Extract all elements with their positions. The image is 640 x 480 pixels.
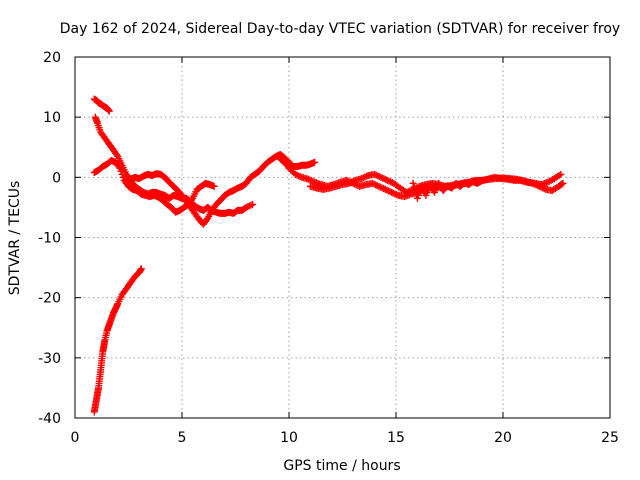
data-point — [244, 203, 252, 211]
data-point — [363, 172, 371, 180]
data-point — [372, 171, 380, 179]
data-point — [410, 183, 418, 191]
x-tick-label: 20 — [494, 430, 512, 446]
data-point — [347, 179, 355, 187]
data-point — [403, 188, 411, 196]
data-point — [389, 189, 397, 197]
data-point — [382, 176, 390, 184]
data-point — [307, 177, 315, 185]
data-point — [387, 178, 395, 186]
data-point — [361, 173, 369, 181]
y-tick-label: -20 — [38, 291, 61, 307]
data-point — [350, 177, 358, 185]
data-point — [386, 188, 394, 196]
series-track-g — [90, 265, 145, 416]
x-tick-label: 0 — [71, 430, 80, 446]
data-point — [374, 172, 382, 180]
data-point — [391, 190, 399, 198]
y-tick-label: -30 — [38, 351, 61, 367]
data-point — [380, 175, 388, 183]
data-point — [348, 178, 356, 186]
data-point — [210, 182, 218, 190]
data-point — [375, 173, 383, 181]
data-point — [359, 174, 367, 182]
x-tick-label: 5 — [178, 430, 187, 446]
data-point — [304, 175, 312, 183]
data-point — [385, 187, 393, 195]
x-tick-label: 25 — [601, 430, 619, 446]
y-tick-label: 0 — [52, 170, 61, 186]
data-point — [393, 191, 401, 199]
data-point — [368, 179, 376, 187]
data-point — [376, 183, 384, 191]
data-point — [296, 173, 304, 181]
data-point — [371, 170, 379, 178]
data-point — [404, 188, 412, 196]
data-point — [373, 182, 381, 190]
x-tick-label: 15 — [387, 430, 405, 446]
data-point — [247, 201, 255, 209]
data-point — [559, 179, 567, 187]
data-point — [358, 175, 366, 183]
data-point — [388, 188, 396, 196]
data-point — [345, 179, 353, 187]
data-point — [311, 158, 319, 166]
data-point — [309, 177, 317, 185]
data-series — [90, 95, 567, 416]
data-point — [478, 177, 486, 185]
data-point — [378, 184, 386, 192]
data-point — [381, 185, 389, 193]
series-track-d — [122, 150, 319, 228]
chart-title: Day 162 of 2024, Sidereal Day-to-day VTE… — [60, 21, 620, 37]
data-point — [409, 179, 417, 187]
data-point — [558, 180, 566, 188]
data-point — [242, 203, 250, 211]
data-point — [291, 170, 299, 178]
data-point — [113, 151, 121, 159]
data-point — [306, 176, 314, 184]
data-point — [383, 176, 391, 184]
data-point — [372, 181, 380, 189]
data-point — [557, 170, 565, 178]
series-track-h — [409, 177, 486, 202]
data-point — [379, 174, 387, 182]
data-point — [105, 107, 113, 115]
series-track-a — [90, 95, 113, 115]
data-point — [555, 171, 563, 179]
series-track-c — [90, 156, 218, 216]
data-point — [370, 180, 378, 188]
y-tick-label: -40 — [38, 411, 61, 427]
data-point — [385, 177, 393, 185]
x-axis-label: GPS time / hours — [283, 458, 400, 474]
data-point — [380, 185, 388, 193]
data-point — [115, 163, 123, 171]
data-point — [377, 173, 385, 181]
grid — [75, 57, 610, 418]
axis-ticks: 0 5 10 15 20 25 -40 -30 -20 -10 0 10 20 — [38, 50, 619, 446]
y-tick-label: -10 — [38, 231, 61, 247]
data-point — [295, 172, 303, 180]
data-point — [293, 171, 301, 179]
data-point — [249, 200, 257, 208]
y-tick-label: 20 — [43, 50, 61, 66]
data-point — [188, 196, 196, 204]
data-point — [137, 265, 145, 273]
y-axis-label: SDTVAR / TECUs — [7, 181, 23, 296]
data-point — [245, 202, 253, 210]
data-point — [383, 186, 391, 194]
data-point — [375, 182, 383, 190]
data-point — [411, 187, 419, 195]
y-tick-label: 10 — [43, 110, 61, 126]
x-tick-label: 10 — [280, 430, 298, 446]
